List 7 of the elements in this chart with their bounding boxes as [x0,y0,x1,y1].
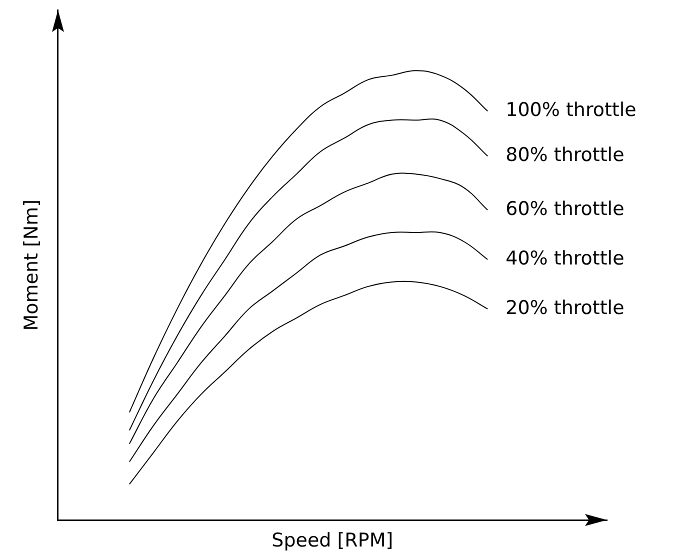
x-axis-title: Speed [RPM] [272,530,394,552]
series-label: 40% throttle [506,247,624,270]
y-axis-title: Moment [Nm] [20,199,42,331]
series-label: 20% throttle [506,296,624,319]
series-label: 100% throttle [506,99,636,122]
series-label: 60% throttle [506,198,624,220]
series-label: 80% throttle [506,144,624,166]
